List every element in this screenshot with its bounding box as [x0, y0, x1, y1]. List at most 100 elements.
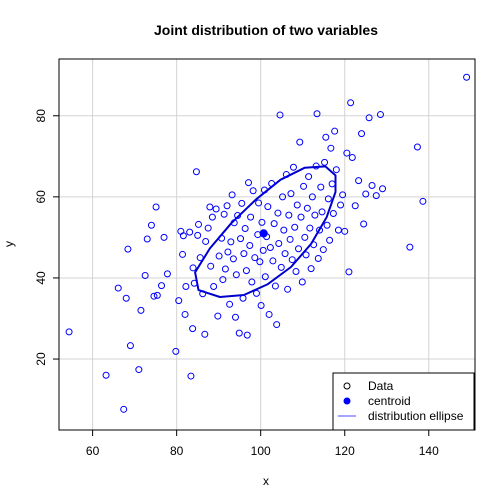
- data-point: [293, 201, 301, 209]
- chart-title: Joint distribution of two variables: [154, 22, 378, 38]
- data-point: [175, 297, 183, 305]
- data-point: [160, 233, 168, 241]
- data-point: [126, 342, 134, 350]
- data-point: [316, 226, 324, 234]
- data-point: [226, 300, 234, 308]
- data-point: [240, 250, 248, 258]
- data-point: [358, 130, 366, 138]
- data-point: [303, 204, 311, 212]
- data-point: [260, 186, 268, 194]
- data-point: [360, 220, 368, 228]
- data-point: [141, 272, 149, 280]
- data-point: [313, 110, 321, 118]
- data-point: [351, 202, 359, 210]
- data-point: [257, 302, 265, 310]
- data-point: [292, 267, 300, 275]
- data-point: [275, 239, 283, 247]
- data-point: [124, 245, 132, 253]
- data-point: [339, 191, 347, 199]
- data-point: [265, 310, 273, 318]
- data-point: [249, 187, 257, 195]
- data-point: [314, 254, 322, 262]
- data-point: [348, 154, 356, 162]
- data-point: [181, 310, 189, 318]
- data-point: [259, 246, 267, 254]
- data-point: [214, 312, 222, 320]
- data-point: [289, 163, 297, 171]
- data-point: [362, 190, 370, 198]
- data-point: [323, 221, 331, 229]
- plot-frame: [58, 58, 476, 431]
- data-point: [158, 282, 166, 290]
- data-point: [245, 179, 253, 187]
- data-point: [300, 182, 308, 190]
- data-point: [301, 233, 309, 241]
- data-point: [218, 234, 226, 242]
- x-tick-label: 120: [335, 444, 355, 458]
- data-point: [365, 114, 373, 122]
- data-point: [235, 329, 243, 337]
- data-point: [279, 193, 287, 201]
- data-point: [273, 321, 281, 329]
- data-point: [229, 255, 237, 263]
- data-point: [268, 179, 276, 187]
- data-point: [190, 279, 198, 287]
- data-point: [202, 237, 210, 245]
- data-point: [248, 278, 256, 286]
- data-point: [297, 213, 305, 221]
- data-point: [221, 265, 229, 273]
- grid: [59, 59, 475, 430]
- data-point: [102, 371, 110, 379]
- x-tick-label: 80: [170, 444, 184, 458]
- data-point: [327, 144, 335, 152]
- centroid-point: [259, 229, 268, 238]
- x-axis-label: x: [263, 474, 269, 488]
- legend-data-symbol: [343, 382, 351, 390]
- data-point: [231, 313, 239, 321]
- data-point: [331, 127, 339, 135]
- data-point: [227, 238, 235, 246]
- data-point: [238, 199, 246, 207]
- data-point: [189, 325, 197, 333]
- data-point: [150, 292, 158, 300]
- data-point: [252, 289, 260, 297]
- data-point: [318, 208, 326, 216]
- data-point: [276, 111, 284, 119]
- data-point: [322, 133, 330, 141]
- y-tick-label: 60: [34, 190, 48, 204]
- distribution-ellipse: [194, 165, 337, 298]
- data-point: [291, 223, 299, 231]
- data-point: [120, 405, 128, 413]
- data-point: [137, 306, 145, 314]
- data-point: [194, 231, 202, 239]
- data-point: [239, 294, 247, 302]
- data-point: [274, 209, 282, 217]
- data-point: [189, 264, 197, 272]
- data-point: [355, 177, 363, 185]
- data-point: [122, 294, 130, 302]
- data-point: [280, 226, 288, 234]
- data-point: [199, 290, 207, 298]
- data-point: [307, 265, 315, 273]
- data-point: [243, 331, 251, 339]
- data-point: [219, 276, 227, 284]
- data-point: [321, 158, 329, 166]
- data-point: [186, 228, 194, 236]
- data-point: [287, 190, 295, 198]
- data-point: [163, 270, 171, 278]
- data-point: [207, 262, 215, 270]
- data-point: [332, 166, 340, 174]
- data-point: [288, 256, 296, 264]
- data-point: [220, 210, 228, 218]
- data-point: [269, 257, 277, 265]
- data-point: [379, 185, 387, 193]
- data-point: [179, 232, 187, 240]
- data-point: [242, 267, 250, 275]
- data-point: [65, 328, 73, 336]
- data-point: [419, 197, 427, 205]
- data-point: [172, 347, 180, 355]
- data-point: [234, 212, 242, 220]
- data-point: [329, 209, 337, 217]
- data-point: [224, 248, 232, 256]
